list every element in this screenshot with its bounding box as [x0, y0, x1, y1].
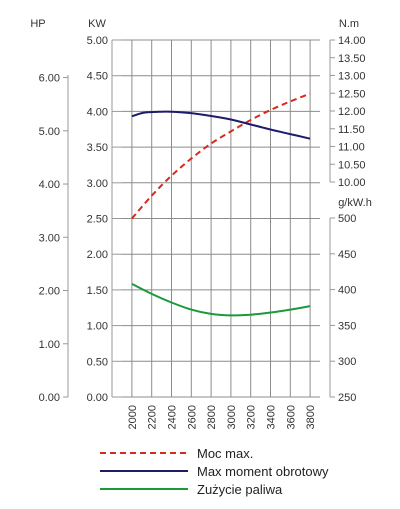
fuel-tick-label: 500	[338, 213, 356, 225]
torque-tick-label: 11.50	[338, 124, 365, 136]
grid	[122, 39, 320, 398]
x-tick-label: 2600	[186, 405, 198, 429]
hp-tick-label: 2.00	[39, 286, 60, 298]
torque-tick-label: 12.50	[338, 88, 366, 100]
x-tick-label: 3800	[305, 405, 317, 429]
x-tick-label: 3400	[266, 405, 278, 429]
axes: HP KW N.m g/kW.h 0.00 1.00 2.00 3.00 4.00 5.00 6.0…	[30, 18, 371, 429]
x-tick-label: 3200	[246, 405, 258, 429]
kw-tick-label: 2.00	[87, 249, 108, 261]
fuel-tick-label: 450	[338, 249, 356, 261]
x-tick-label: 2200	[147, 405, 159, 429]
x-tick-label: 2000	[127, 405, 139, 429]
hp-unit-label: HP	[30, 18, 45, 30]
torque-tick-label: 10.50	[338, 159, 366, 171]
series-lines	[131, 92, 311, 317]
kw-tick-label: 1.00	[87, 321, 108, 333]
kw-tick-label: 0.00	[87, 392, 108, 404]
fuel-unit-label: g/kW.h	[338, 197, 372, 209]
legend-label: Max moment obrotowy	[197, 464, 329, 479]
fuel-tick-label: 250	[338, 392, 356, 404]
power-curve	[131, 92, 311, 220]
fuel-tick-label: 350	[338, 320, 356, 332]
fuel-tick-label: 400	[338, 285, 356, 297]
kw-unit-label: KW	[88, 18, 106, 30]
torque-tick-label: 10.00	[338, 177, 366, 189]
torque-tick-label: 11.00	[338, 142, 365, 154]
torque-unit-label: N.m	[339, 18, 359, 30]
torque-tick-label: 13.00	[338, 71, 366, 83]
torque-tick-label: 12.00	[338, 106, 366, 118]
torque-curve	[131, 110, 311, 140]
hp-tick-label: 4.00	[39, 179, 60, 191]
x-tick-label: 3600	[285, 405, 297, 429]
x-tick-label: 2400	[167, 405, 179, 429]
legend-label: Zużycie paliwa	[197, 482, 283, 497]
kw-tick-label: 5.00	[87, 35, 108, 47]
kw-tick-label: 1.50	[87, 285, 108, 297]
legend-label: Moc max.	[197, 446, 253, 461]
kw-tick-label: 3.50	[87, 142, 108, 154]
hp-tick-label: 0.00	[39, 392, 60, 404]
legend: Moc max. Max moment obrotowy Zużycie paliw…	[100, 446, 329, 497]
kw-tick-label: 4.50	[87, 71, 108, 83]
kw-tick-label: 0.50	[87, 356, 108, 368]
hp-tick-label: 1.00	[39, 339, 60, 351]
kw-tick-label: 2.50	[87, 214, 108, 226]
fuel-consumption-curve	[131, 283, 311, 317]
kw-tick-label: 4.00	[87, 106, 108, 118]
hp-tick-label: 3.00	[39, 232, 60, 244]
hp-tick-label: 5.00	[39, 126, 60, 138]
hp-tick-label: 6.00	[39, 73, 60, 85]
torque-tick-label: 13.50	[338, 53, 366, 65]
kw-tick-label: 3.00	[87, 178, 108, 190]
x-tick-label: 3000	[226, 405, 238, 429]
fuel-tick-label: 300	[338, 356, 356, 368]
x-tick-label: 2800	[206, 405, 218, 429]
torque-tick-label: 14.00	[338, 35, 366, 47]
